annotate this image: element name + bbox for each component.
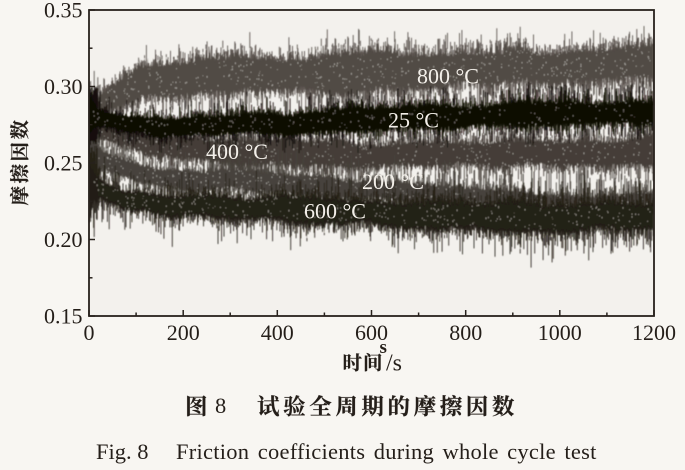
svg-text:25 °C: 25 °C [388, 108, 439, 133]
svg-text:0.15: 0.15 [44, 304, 83, 329]
svg-text:800: 800 [449, 320, 482, 345]
svg-text:0.30: 0.30 [44, 74, 83, 99]
svg-text:Fig. 8: Fig. 8 [96, 439, 149, 464]
svg-text:s: s [380, 337, 387, 358]
svg-text:Friction coefficients during w: Friction coefficients during whole cycle… [176, 439, 597, 464]
svg-text:0: 0 [84, 320, 95, 345]
svg-text:400: 400 [261, 320, 294, 345]
svg-text:/s: /s [386, 351, 402, 377]
svg-text:600: 600 [355, 320, 388, 345]
svg-text:400 °C: 400 °C [206, 139, 268, 164]
svg-text:1000: 1000 [538, 320, 582, 345]
svg-text:800 °C: 800 °C [417, 64, 479, 89]
svg-text:200 °C: 200 °C [362, 169, 424, 194]
svg-text:0.25: 0.25 [44, 151, 83, 176]
svg-text:1200: 1200 [632, 320, 676, 345]
svg-text:0.35: 0.35 [44, 0, 83, 23]
svg-text:200: 200 [167, 320, 200, 345]
svg-text:8: 8 [215, 393, 226, 418]
svg-text:0.20: 0.20 [44, 227, 83, 252]
svg-text:600 °C: 600 °C [304, 199, 366, 224]
